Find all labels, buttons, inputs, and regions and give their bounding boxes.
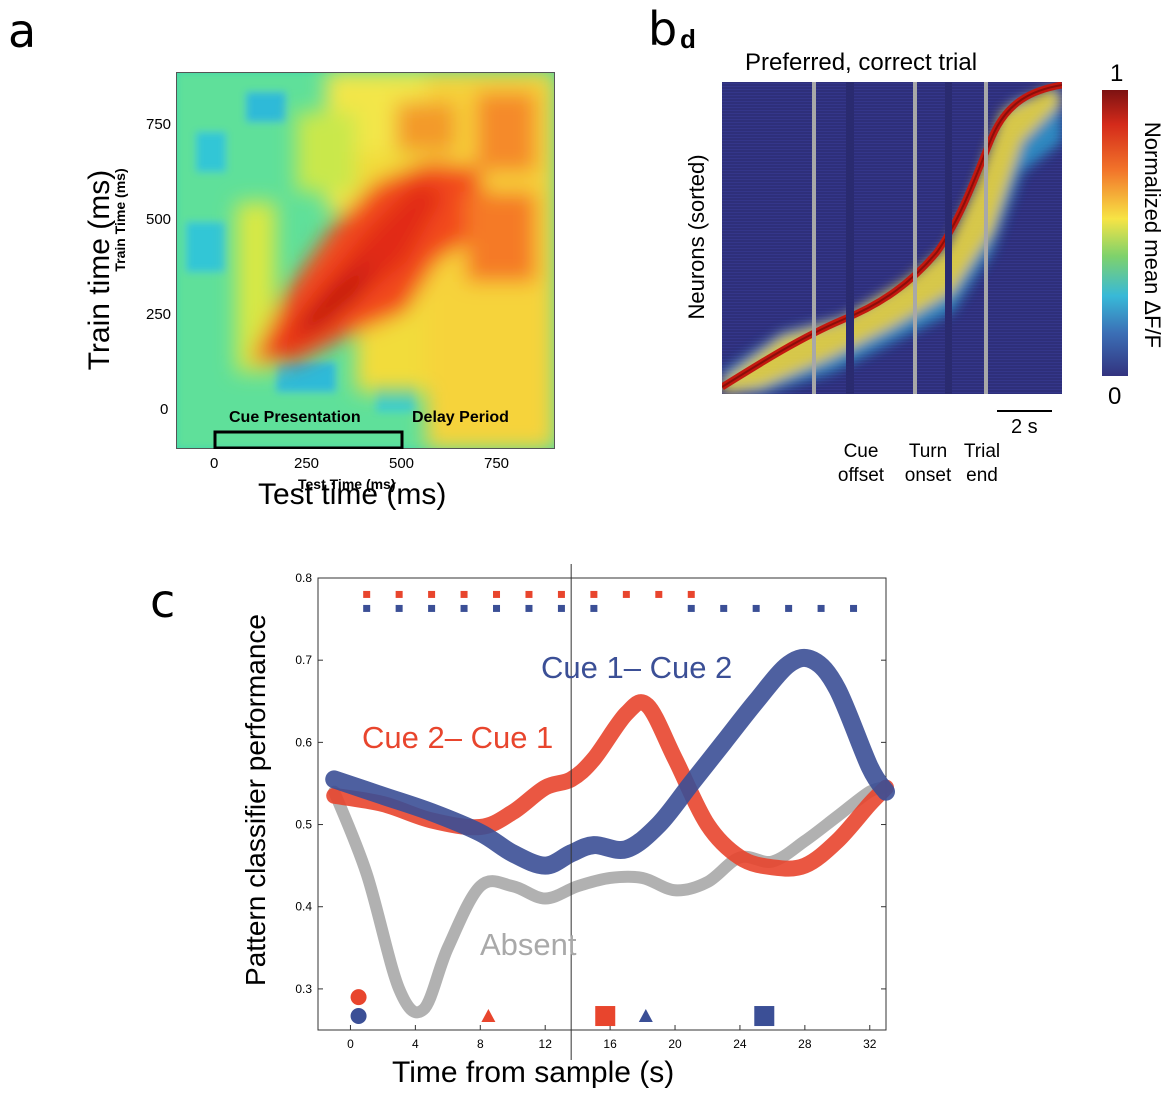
significance-marker-blue: [395, 604, 403, 612]
event-marker-triangle-red: [481, 1009, 496, 1023]
panel-a-heatmap: [176, 72, 555, 449]
panel-a-xtick-750: 750: [484, 455, 510, 472]
panel-b-label: b: [648, 2, 678, 56]
series-absent-band: [328, 781, 892, 1019]
significance-marker-blue: [785, 604, 793, 612]
panel-a-ytick-500: 500: [146, 211, 172, 228]
panel-a-x-title: Test time (ms): [258, 478, 447, 511]
panel-b-y-title: Neurons (sorted): [684, 154, 709, 320]
panel-a-x-title-overlay: Test Time (ms): [298, 476, 396, 492]
delay-period-label: Delay Period: [412, 409, 509, 426]
colorbar: [1102, 90, 1128, 376]
significance-marker-red: [687, 590, 695, 598]
significance-marker-red: [493, 590, 501, 598]
panel-c-y-title: Pattern classifier performance: [240, 614, 271, 986]
y-tick-label: 0.3: [295, 982, 312, 996]
significance-marker-red: [428, 590, 436, 598]
x-tick-label: 12: [539, 1037, 553, 1051]
colorbar-max-label: 1: [1110, 60, 1124, 87]
y-tick-label: 0.8: [295, 571, 312, 585]
x-tick-label: 28: [798, 1037, 812, 1051]
event-marker-triangle-blue: [638, 1009, 653, 1023]
y-tick-label: 0.6: [295, 735, 312, 749]
event-marker-square-blue: [754, 1006, 775, 1027]
significance-marker-red: [395, 590, 403, 598]
cue-presentation-bar: [213, 430, 404, 449]
event-label-trial-end: Trial end: [963, 441, 1001, 486]
significance-marker-blue: [428, 604, 436, 612]
significance-marker-blue: [850, 604, 858, 612]
event-marker-circle-blue: [350, 1008, 367, 1025]
panel-c-label: c: [150, 574, 176, 628]
significance-marker-blue: [363, 604, 371, 612]
cue-offset-line: [812, 82, 816, 394]
colorbar-min-label: 0: [1108, 383, 1122, 410]
significance-marker-blue: [557, 604, 565, 612]
significance-marker-red: [460, 590, 468, 598]
label-cue1-cue2: Cue 1– Cue 2: [541, 650, 733, 685]
x-tick-label: 0: [347, 1037, 354, 1051]
x-tick-label: 20: [668, 1037, 682, 1051]
significance-marker-blue: [590, 604, 598, 612]
significance-marker-red: [557, 590, 565, 598]
panel-c-chart: 0 4 8 12 16 20 24 28 32 0.3 0.4 0.5 0.6 0.7 0.8: [295, 564, 895, 1060]
significance-marker-red: [363, 590, 371, 598]
x-tick-label: 32: [863, 1037, 877, 1051]
scalebar-label: 2 s: [1011, 416, 1038, 438]
label-cue2-cue1: Cue 2– Cue 1: [362, 720, 554, 755]
panel-b-title: Preferred, correct trial: [745, 49, 978, 76]
event-marker-circle-red: [350, 989, 367, 1006]
y-tick-label: 0.4: [295, 900, 312, 914]
y-tick-label: 0.7: [295, 653, 312, 667]
panel-a-label: a: [8, 4, 37, 58]
event-marker-square-red: [595, 1006, 616, 1027]
x-tick-label: 4: [412, 1037, 419, 1051]
x-tick-label: 8: [477, 1037, 484, 1051]
panel-a-y-title-overlay: Train Time (ms): [112, 168, 128, 272]
panel-a-ytick-750: 750: [146, 116, 172, 133]
panel-a-xtick-0: 0: [210, 455, 219, 472]
significance-marker-red: [590, 590, 598, 598]
y-tick-label: 0.5: [295, 818, 312, 832]
significance-marker-red: [655, 590, 663, 598]
significance-marker-red: [622, 590, 630, 598]
panel-c-x-title: Time from sample (s): [392, 1056, 675, 1089]
series-cue1-cue2-band: [325, 648, 895, 875]
significance-marker-blue: [687, 604, 695, 612]
significance-marker-blue: [525, 604, 533, 612]
colorbar-title: Normalized mean ΔF/F: [1140, 121, 1165, 349]
cue-presentation-label: Cue Presentation: [229, 409, 361, 426]
x-tick-label: 16: [603, 1037, 617, 1051]
label-absent: Absent: [480, 927, 577, 962]
panel-a-xtick-250: 250: [294, 455, 320, 472]
significance-marker-blue: [752, 604, 760, 612]
significance-marker-blue: [720, 604, 728, 612]
trial-end-line: [984, 82, 988, 394]
panel-a-xtick-500: 500: [389, 455, 415, 472]
scalebar-line: [997, 410, 1052, 412]
panel-c-frame: [317, 577, 887, 1031]
event-label-cue-offset: Cue offset: [837, 441, 885, 486]
x-tick-label: 24: [733, 1037, 747, 1051]
turn-onset-line: [913, 82, 917, 394]
panel-a-ytick-250: 250: [146, 306, 172, 323]
event-label-turn-onset: Turn onset: [904, 441, 952, 486]
panel-b-heatmap: [722, 82, 1062, 394]
significance-marker-blue: [817, 604, 825, 612]
panel-b-sublabel: d: [680, 24, 696, 54]
significance-marker-blue: [460, 604, 468, 612]
significance-marker-red: [525, 590, 533, 598]
significance-marker-blue: [493, 604, 501, 612]
panel-a-ytick-0: 0: [160, 401, 169, 418]
